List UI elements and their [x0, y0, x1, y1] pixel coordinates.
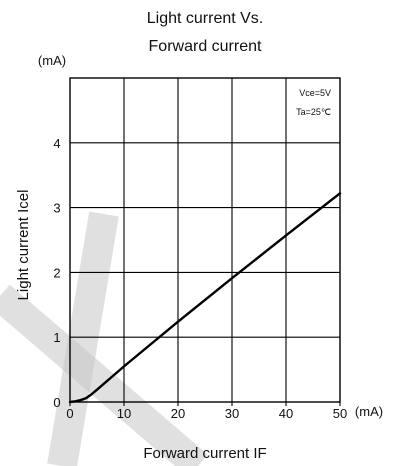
- frame-layer: [69, 77, 341, 406]
- condition-line-2: Ta=25℃: [296, 107, 331, 117]
- series-line-0: [68, 192, 342, 404]
- chart-title-line: Light current Vs.: [147, 10, 264, 27]
- x-tick-label: 40: [279, 406, 293, 421]
- y-tick-label: 3: [53, 201, 60, 216]
- x-tick-label: 10: [117, 406, 131, 421]
- x-tick-label: 30: [225, 406, 239, 421]
- y-unit-label: (mA): [38, 53, 66, 68]
- grid-layer: [70, 78, 340, 402]
- watermark-stroke-left: [0, 284, 208, 466]
- series-layer: [68, 192, 342, 404]
- chart-title-line: Forward current: [149, 38, 262, 55]
- x-unit-label: (mA): [355, 404, 383, 419]
- y-axis-label: Light current Icel: [15, 190, 32, 301]
- watermark-layer: [0, 211, 208, 466]
- x-tick-label: 50: [333, 406, 347, 421]
- condition-line-1: Vce=5V: [299, 88, 331, 98]
- x-axis-label: Forward current IF: [143, 445, 266, 462]
- y-tick-label: 2: [53, 265, 60, 280]
- x-tick-label: 20: [171, 406, 185, 421]
- x-tick-label: 0: [66, 406, 73, 421]
- watermark-stroke-right: [47, 211, 119, 466]
- label-layer: Light current Vs. Forward current (mA) (mA)…: [15, 10, 383, 462]
- y-tick-label: 4: [53, 136, 60, 151]
- y-tick-label: 1: [53, 330, 60, 345]
- y-tick-label: 0: [53, 395, 60, 410]
- plot-frame: [69, 77, 341, 403]
